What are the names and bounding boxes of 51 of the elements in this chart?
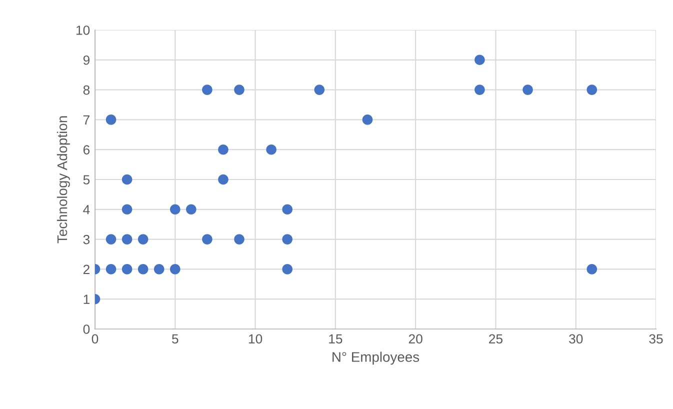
point bbox=[314, 84, 325, 95]
point bbox=[282, 234, 292, 244]
y-tick-label: 7 bbox=[83, 115, 90, 124]
point bbox=[154, 264, 164, 274]
point bbox=[106, 114, 116, 125]
x-tick-label: 25 bbox=[489, 334, 502, 344]
y-axis-title: Technology Adoption bbox=[56, 116, 70, 244]
x-tick-label: 30 bbox=[569, 334, 583, 344]
y-tick-label: 8 bbox=[83, 85, 90, 95]
point bbox=[202, 234, 212, 244]
y-tick-label: 0 bbox=[83, 324, 90, 334]
y-tick-label: 2 bbox=[83, 264, 90, 274]
y-tick-label: 4 bbox=[83, 205, 90, 214]
point bbox=[186, 204, 196, 215]
x-tick-label: 20 bbox=[408, 334, 422, 344]
point bbox=[218, 144, 228, 155]
x-tick-label: 15 bbox=[329, 334, 342, 344]
point bbox=[522, 84, 533, 95]
point bbox=[106, 234, 116, 244]
point bbox=[282, 264, 292, 274]
y-tick-label: 3 bbox=[83, 234, 90, 244]
point bbox=[122, 174, 132, 185]
point bbox=[474, 84, 485, 95]
point bbox=[106, 264, 116, 274]
point bbox=[202, 84, 212, 95]
y-tick-label: 1 bbox=[84, 294, 90, 304]
point bbox=[138, 234, 148, 244]
point bbox=[362, 114, 373, 125]
point bbox=[138, 264, 148, 274]
x-axis-title: N° Employees bbox=[332, 352, 420, 365]
point bbox=[586, 84, 598, 95]
point bbox=[218, 174, 228, 185]
y-tick-label: 5 bbox=[83, 175, 90, 184]
point bbox=[474, 54, 485, 66]
point bbox=[122, 234, 132, 244]
point bbox=[266, 144, 276, 155]
x-tick-label: 10 bbox=[248, 334, 262, 344]
point bbox=[122, 204, 132, 215]
y-tick-label: 6 bbox=[83, 145, 90, 155]
point bbox=[170, 204, 180, 215]
point bbox=[282, 204, 292, 215]
point bbox=[122, 264, 132, 274]
y-tick-label: 10 bbox=[76, 26, 90, 35]
point bbox=[234, 234, 244, 244]
point bbox=[586, 264, 598, 274]
point bbox=[234, 84, 244, 95]
x-tick-label: 35 bbox=[649, 334, 663, 344]
x-tick-label: 0 bbox=[92, 334, 98, 344]
x-tick-label: 5 bbox=[172, 334, 178, 344]
y-tick-label: 9 bbox=[83, 55, 90, 65]
point bbox=[170, 264, 180, 274]
